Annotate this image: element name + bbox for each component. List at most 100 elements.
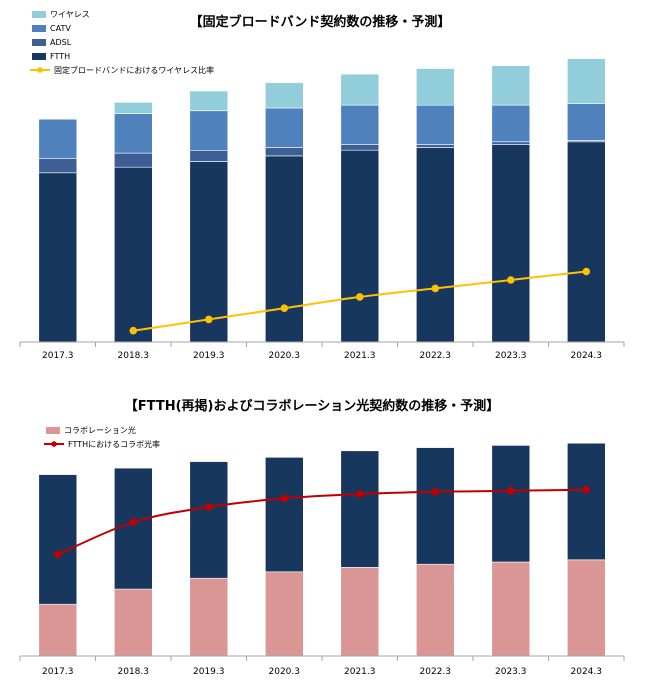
legend-swatch — [32, 25, 46, 32]
x-tick-label: 2019.3 — [193, 351, 225, 361]
legend-label: 固定ブロードバンドにおけるワイヤレス比率 — [54, 65, 214, 75]
bar-series-1-3 — [264, 147, 304, 157]
chart-ftth-collabo: 【FTTH(再掲)およびコラボレーション光契約数の推移・予測】 コラボレーション… — [19, 398, 625, 677]
bar-series-0-6 — [491, 144, 531, 343]
bar-series-3-7 — [566, 58, 606, 104]
line-point — [280, 494, 289, 503]
ratio-line — [129, 267, 591, 335]
bar-series-1-4 — [340, 144, 380, 151]
bar-series-2-1 — [114, 113, 153, 154]
bar-series-0-7 — [566, 141, 606, 343]
legend-swatch — [32, 53, 46, 60]
bar-series-0-3 — [264, 571, 304, 657]
bar-series-1-5 — [415, 447, 455, 565]
legend-label: コラボレーション光 — [64, 425, 136, 435]
line-point — [431, 284, 440, 293]
bar-series-1-2 — [189, 149, 229, 162]
x-tick-label: 2024.3 — [571, 667, 603, 677]
bar-series-2-3 — [264, 107, 304, 148]
x-tick-label: 2021.3 — [344, 351, 376, 361]
legend-swatch — [32, 39, 46, 46]
line-point — [431, 488, 440, 496]
bar-series-0-7 — [566, 559, 606, 657]
bar-series-2-2 — [189, 110, 229, 151]
line-point — [129, 518, 138, 526]
bar-series-2-4 — [340, 104, 380, 145]
bar-series-3-2 — [189, 90, 229, 112]
legend-label: FTTHにおけるコラボ光率 — [68, 439, 160, 449]
x-tick-label: 2022.3 — [420, 667, 452, 677]
x-tick-label: 2023.3 — [495, 351, 527, 361]
bar-series-3-6 — [491, 65, 531, 106]
bar-series-3-1 — [114, 102, 153, 114]
legend: ワイヤレス CATV ADSL FTTH 固定ブロードバンドにおけるワイヤレス比率 — [30, 10, 214, 75]
bar-series-1-5 — [415, 144, 455, 148]
x-tick-label: 2017.3 — [42, 667, 74, 677]
bar-series-0-0 — [38, 172, 78, 343]
bar-series-1-0 — [38, 474, 78, 605]
line-point — [129, 326, 138, 335]
bar-series-1-6 — [491, 445, 531, 563]
bar-series-1-2 — [189, 461, 229, 579]
legend-label: ワイヤレス — [50, 10, 90, 19]
bar-series-1-1 — [114, 152, 153, 168]
bar-series-1-0 — [38, 158, 78, 174]
chart-title: 【FTTH(再掲)およびコラボレーション光契約数の推移・予測】 — [125, 398, 499, 414]
bar-series-0-2 — [189, 577, 229, 657]
bar-series-2-5 — [415, 104, 455, 145]
x-tick-label: 2019.3 — [193, 667, 225, 677]
ratio-line — [54, 485, 591, 559]
x-tick-label: 2024.3 — [571, 351, 603, 361]
line-point — [356, 293, 364, 301]
bar-series-0-6 — [491, 561, 531, 657]
bar-series-0-4 — [340, 567, 380, 657]
bar-series-0-5 — [415, 563, 455, 657]
x-tick-label: 2022.3 — [420, 351, 452, 361]
bar-series-3-3 — [264, 82, 304, 109]
bar-series-0-1 — [114, 588, 153, 657]
legend-label: CATV — [50, 24, 71, 33]
legend-label: ADSL — [50, 38, 72, 47]
line-point — [356, 490, 364, 498]
x-tick-label: 2018.3 — [118, 667, 150, 677]
bar-series-0-4 — [340, 149, 380, 343]
bar-series-1-1 — [114, 467, 153, 590]
x-tick-label: 2021.3 — [344, 667, 376, 677]
bar-series-1-7 — [566, 442, 606, 561]
x-ticks: 2017.3 2018.3 2019.3 2020.3 2021.3 2022.3 2023… — [19, 342, 625, 361]
bars — [38, 442, 606, 657]
x-tick-label: 2020.3 — [269, 667, 301, 677]
legend-swatch — [46, 427, 60, 434]
line-point — [280, 304, 289, 313]
x-tick-label: 2017.3 — [42, 351, 74, 361]
x-tick-label: 2018.3 — [118, 351, 150, 361]
chart-fixed-broadband: 【固定ブロードバンド契約数の推移・予測】 ワイヤレス CATV ADSL FTTH 固定… — [19, 10, 625, 361]
line-point — [507, 487, 515, 495]
x-tick-label: 2023.3 — [495, 667, 527, 677]
bar-series-3-5 — [415, 68, 455, 106]
bar-series-2-0 — [38, 118, 78, 159]
bar-series-2-7 — [566, 103, 606, 141]
bar-series-0-0 — [38, 603, 78, 657]
line-point — [205, 503, 213, 511]
bars — [38, 58, 606, 343]
legend-line-marker — [37, 67, 43, 73]
legend-label: FTTH — [50, 52, 70, 61]
bar-series-0-2 — [189, 161, 229, 343]
bar-series-0-3 — [264, 155, 304, 343]
bar-series-1-4 — [340, 450, 380, 568]
bar-series-1-3 — [264, 456, 304, 573]
bar-series-0-1 — [114, 166, 153, 343]
bar-series-3-4 — [340, 73, 380, 106]
bar-series-2-6 — [491, 104, 531, 143]
legend-line-marker — [51, 441, 57, 447]
line-point — [205, 315, 213, 324]
line-point — [582, 485, 591, 494]
line-point — [507, 276, 515, 284]
legend: コラボレーション光 FTTHにおけるコラボ光率 — [44, 425, 160, 449]
x-tick-label: 2020.3 — [269, 351, 301, 361]
legend-swatch — [32, 11, 46, 18]
x-ticks: 2017.3 2018.3 2019.3 2020.3 2021.3 2022.3 2023… — [19, 656, 625, 677]
bar-series-0-5 — [415, 147, 455, 343]
